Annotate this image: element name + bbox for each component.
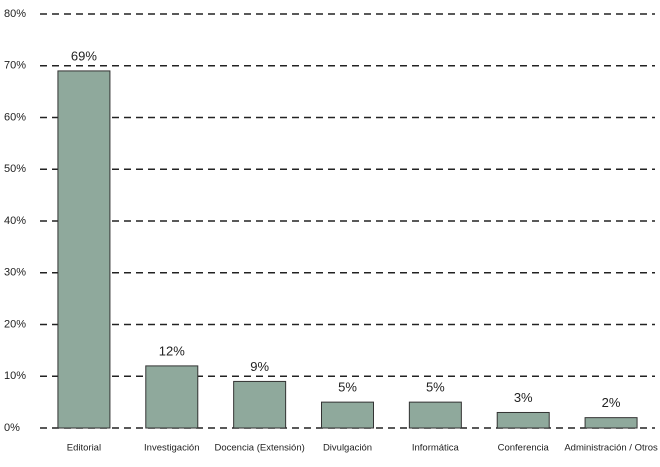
value-label: 3% xyxy=(514,390,533,405)
value-label: 9% xyxy=(250,359,269,374)
x-tick-label: Divulgación xyxy=(323,443,372,454)
x-tick-label: Editorial xyxy=(67,443,101,454)
value-label: 69% xyxy=(71,48,97,63)
y-tick-label: 50% xyxy=(4,163,26,175)
y-tick-label: 60% xyxy=(4,111,26,123)
x-tick-label: Informática xyxy=(412,443,460,454)
y-tick-label: 70% xyxy=(4,60,26,72)
bar xyxy=(233,380,287,429)
bar xyxy=(496,411,550,429)
x-tick-label: Administración / Otros xyxy=(564,443,658,454)
bar xyxy=(145,365,199,429)
value-label: 5% xyxy=(426,380,445,395)
y-tick-label: 40% xyxy=(4,215,26,227)
x-tick-label: Investigación xyxy=(144,443,199,454)
y-tick-label: 10% xyxy=(4,370,26,382)
bar xyxy=(584,417,638,429)
y-tick-label: 80% xyxy=(4,8,26,20)
bar xyxy=(321,401,374,429)
bar xyxy=(57,70,111,429)
y-tick-label: 30% xyxy=(4,267,26,279)
value-label: 5% xyxy=(338,380,357,395)
y-tick-label: 20% xyxy=(4,318,26,330)
bar xyxy=(408,401,462,429)
value-label: 2% xyxy=(602,395,621,410)
value-label: 12% xyxy=(159,343,185,358)
x-tick-label: Docencia (Extensión) xyxy=(214,443,304,454)
x-tick-label: Conferencia xyxy=(498,443,550,454)
y-tick-label: 0% xyxy=(4,422,20,434)
